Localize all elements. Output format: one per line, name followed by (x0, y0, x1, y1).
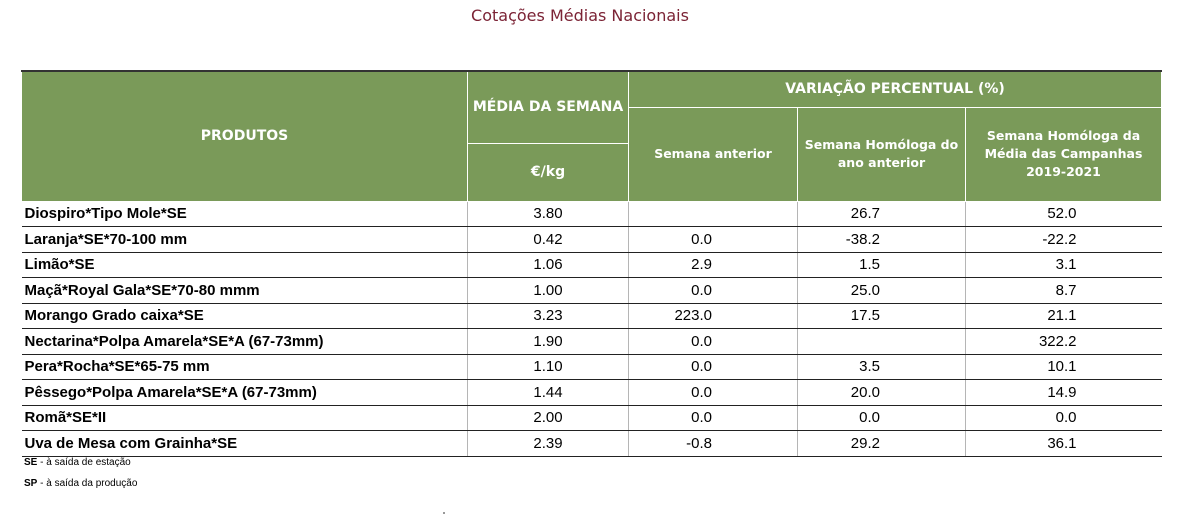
cell-campanhas: 14.9 (964, 379, 1162, 406)
cell-produto: Diospiro*Tipo Mole*SE (21, 201, 468, 227)
note-text: - à saída de estação (37, 457, 131, 468)
note-abbr: SE (24, 457, 38, 468)
table-body: Diospiro*Tipo Mole*SE 3.80 26.7 52.0 Laranja… (21, 201, 1162, 457)
cell-campanhas: 36.1 (964, 430, 1162, 457)
cell-semana-anterior: -0.8 (628, 430, 798, 457)
cell-homologa (797, 328, 966, 355)
cell-homologa: 29.2 (797, 430, 966, 457)
cell-semana-anterior: 0.0 (628, 354, 798, 380)
cell-semana-anterior: 0.0 (628, 328, 798, 355)
cell-media: 1.06 (467, 252, 629, 278)
header-unit: €/kg (467, 142, 629, 202)
cell-produto: Pera*Rocha*SE*65-75 mm (21, 354, 468, 380)
table-row: Romã*SE*II 2.00 0.0 0.0 0.0 (21, 405, 1162, 431)
note-se: SE - à saída de estação (24, 457, 131, 468)
cell-media: 1.44 (467, 379, 629, 406)
cell-media: 1.00 (467, 277, 629, 304)
cell-semana-anterior: 223.0 (628, 303, 798, 329)
table-row: Pêssego*Polpa Amarela*SE*A (67-73mm) 1.44… (21, 379, 1162, 406)
cell-media: 2.39 (467, 430, 629, 457)
cell-semana-anterior: 2.9 (628, 252, 798, 278)
cell-homologa: 20.0 (797, 379, 966, 406)
cell-homologa: 26.7 (797, 201, 966, 227)
cell-campanhas: 0.0 (964, 405, 1162, 431)
table-row: Diospiro*Tipo Mole*SE 3.80 26.7 52.0 (21, 201, 1162, 227)
cell-homologa: 25.0 (797, 277, 966, 304)
table-row: Pera*Rocha*SE*65-75 mm 1.10 0.0 3.5 10.1 (21, 354, 1162, 380)
cell-produto: Romã*SE*II (21, 405, 468, 431)
header-media: MÉDIA DA SEMANA (467, 70, 629, 144)
table-row: Uva de Mesa com Grainha*SE 2.39 -0.8 29.2 36… (21, 430, 1162, 457)
cell-media: 1.90 (467, 328, 629, 355)
header-produtos: PRODUTOS (21, 70, 468, 202)
price-table: PRODUTOS MÉDIA DA SEMANA VARIAÇÃO PERCEN… (21, 70, 1163, 457)
cell-campanhas: 3.1 (964, 252, 1162, 278)
note-abbr: SP (24, 478, 38, 489)
cell-campanhas: -22.2 (964, 226, 1162, 253)
header-homologa: Semana Homóloga do ano anterior (797, 106, 966, 202)
stray-dot (443, 512, 445, 514)
table-row: Morango Grado caixa*SE 3.23 223.0 17.5 21.1 (21, 303, 1162, 329)
cell-campanhas: 52.0 (964, 201, 1162, 227)
cell-homologa: 1.5 (797, 252, 966, 278)
header-semana-anterior: Semana anterior (628, 106, 798, 202)
cell-campanhas: 10.1 (964, 354, 1162, 380)
header-variacao: VARIAÇÃO PERCENTUAL (%) (627, 70, 1163, 108)
cell-media: 2.00 (467, 405, 629, 431)
page-title: Cotações Médias Nacionais (471, 6, 689, 25)
cell-media: 3.23 (467, 303, 629, 329)
note-text: - à saída da produção (37, 478, 138, 489)
cell-produto: Pêssego*Polpa Amarela*SE*A (67-73mm) (21, 379, 468, 406)
cell-media: 1.10 (467, 354, 629, 380)
cell-campanhas: 21.1 (964, 303, 1162, 329)
table-row: Maçã*Royal Gala*SE*70-80 mmm 1.00 0.0 25.0 8… (21, 277, 1162, 304)
table-row: Nectarina*Polpa Amarela*SE*A (67-73mm) 1.… (21, 328, 1162, 355)
cell-semana-anterior (628, 201, 798, 227)
table-row: Limão*SE 1.06 2.9 1.5 3.1 (21, 252, 1162, 278)
cell-semana-anterior: 0.0 (628, 379, 798, 406)
cell-semana-anterior: 0.0 (628, 277, 798, 304)
cell-campanhas: 322.2 (964, 328, 1162, 355)
cell-produto: Maçã*Royal Gala*SE*70-80 mmm (21, 277, 468, 304)
header-campanhas: Semana Homóloga da Média das Campanhas 2… (964, 106, 1163, 202)
cell-homologa: 3.5 (797, 354, 966, 380)
note-sp: SP - à saída da produção (24, 478, 137, 489)
cell-media: 0.42 (467, 226, 629, 253)
cell-media: 3.80 (467, 201, 629, 227)
cell-semana-anterior: 0.0 (628, 226, 798, 253)
cell-homologa: 17.5 (797, 303, 966, 329)
cell-produto: Uva de Mesa com Grainha*SE (21, 430, 468, 457)
table-row: Laranja*SE*70-100 mm 0.42 0.0 -38.2 -22.2 (21, 226, 1162, 253)
cell-produto: Nectarina*Polpa Amarela*SE*A (67-73mm) (21, 328, 468, 355)
cell-campanhas: 8.7 (964, 277, 1162, 304)
cell-homologa: 0.0 (797, 405, 966, 431)
cell-semana-anterior: 0.0 (628, 405, 798, 431)
cell-homologa: -38.2 (797, 226, 966, 253)
cell-produto: Laranja*SE*70-100 mm (21, 226, 468, 253)
cell-produto: Limão*SE (21, 252, 468, 278)
cell-produto: Morango Grado caixa*SE (21, 303, 468, 329)
